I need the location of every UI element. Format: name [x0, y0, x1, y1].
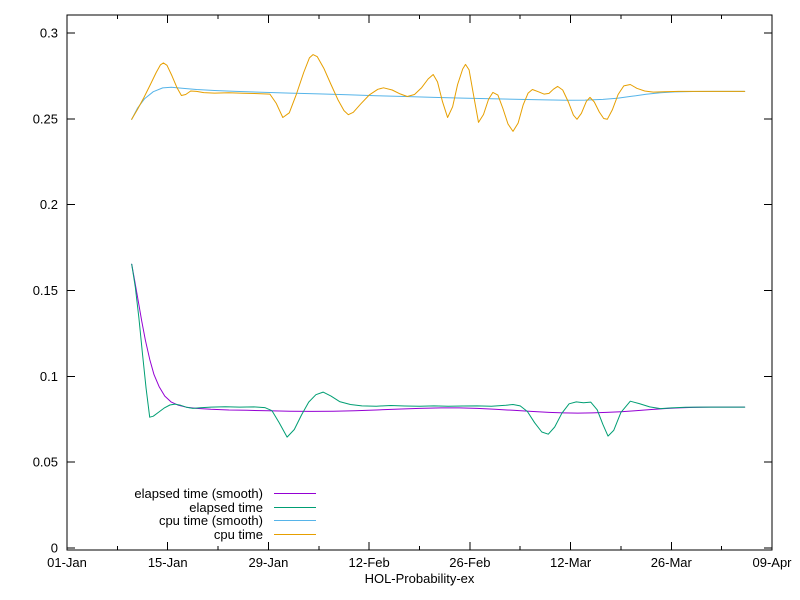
x-tick-label: 26-Mar — [651, 555, 693, 570]
legend-line-sample — [274, 493, 316, 495]
series-line-elapsed-time-smooth — [131, 263, 746, 414]
legend: elapsed time (smooth) elapsed time cpu t… — [0, 487, 316, 541]
x-axis-title: HOL-Probability-ex — [364, 571, 475, 586]
y-tick-label: 0.1 — [40, 369, 58, 384]
legend-line-sample — [274, 533, 316, 535]
y-tick-label: 0 — [51, 541, 58, 556]
legend-label: cpu time (smooth) — [158, 513, 263, 528]
x-tick-label: 01-Jan — [47, 555, 87, 570]
legend-line-sample — [274, 520, 316, 522]
legend-label: elapsed time (smooth) — [134, 486, 263, 501]
x-tick-label: 26-Feb — [449, 555, 490, 570]
series-line-cpu-time — [131, 54, 746, 132]
y-tick-label: 0.15 — [33, 283, 58, 298]
legend-row: elapsed time (smooth) — [0, 487, 316, 501]
x-tick-label: 15-Jan — [148, 555, 188, 570]
legend-label: cpu time — [213, 526, 263, 542]
x-tick-label: 12-Mar — [550, 555, 592, 570]
y-tick-label: 0.2 — [40, 197, 58, 212]
series-line-cpu-time-smooth — [131, 86, 746, 120]
series-line-elapsed-time — [131, 263, 746, 438]
y-tick-label: 0.25 — [33, 111, 58, 126]
legend-row: cpu time (smooth) — [0, 514, 316, 528]
legend-row: elapsed time — [0, 499, 316, 515]
x-tick-label: 12-Feb — [349, 555, 390, 570]
x-tick-label: 09-Apr — [752, 555, 792, 570]
plot-border — [66, 14, 773, 551]
legend-row: cpu time — [0, 526, 316, 542]
y-tick-label: 0.3 — [40, 26, 58, 41]
legend-line-sample — [274, 506, 316, 508]
y-tick-label: 0.05 — [33, 455, 58, 470]
x-tick-label: 29-Jan — [249, 555, 289, 570]
legend-label: elapsed time — [189, 499, 263, 515]
